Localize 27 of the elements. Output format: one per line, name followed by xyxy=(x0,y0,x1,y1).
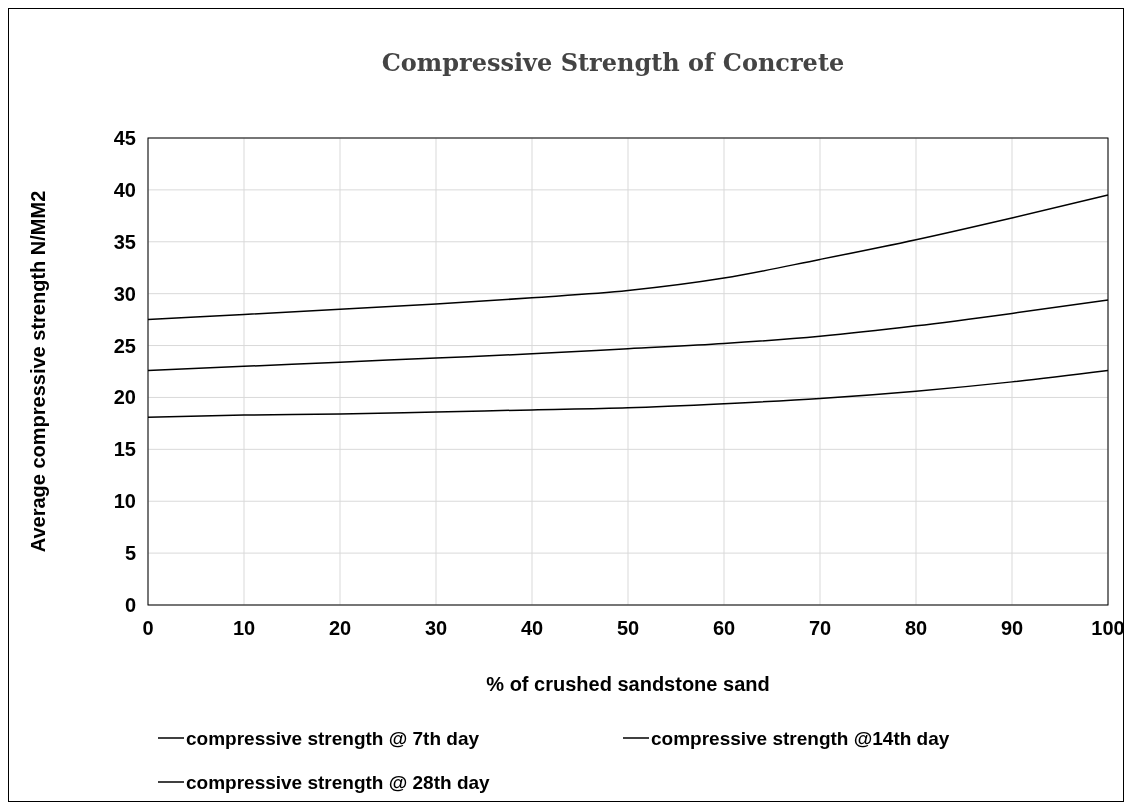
y-tick-label: 45 xyxy=(113,127,136,149)
y-tick-label: 5 xyxy=(124,542,136,565)
y-tick-label: 40 xyxy=(113,178,136,201)
x-tick-label: 70 xyxy=(808,617,832,639)
x-tick-label: 60 xyxy=(712,617,736,639)
x-tick-label: 20 xyxy=(328,617,352,639)
x-tick-label: 10 xyxy=(232,617,256,639)
x-tick-label: 100 xyxy=(1091,617,1125,639)
y-tick-label: 15 xyxy=(113,438,136,461)
x-tick-label: 30 xyxy=(424,617,448,639)
y-tick-label: 35 xyxy=(113,230,136,253)
x-tick-label: 90 xyxy=(1000,617,1024,639)
x-tick-label: 0 xyxy=(142,617,154,639)
y-tick-label: 0 xyxy=(124,594,136,616)
legend-label: compressive strength @14th day xyxy=(651,727,950,749)
y-tick-label: 20 xyxy=(113,386,136,409)
x-axis-title: % of crushed sandstone sand xyxy=(486,673,770,695)
y-tick-label: 30 xyxy=(113,282,136,305)
chart-title: Compressive Strength of Concrete xyxy=(381,48,845,77)
y-tick-label: 10 xyxy=(113,490,136,513)
x-tick-label: 40 xyxy=(520,617,544,639)
legend-label: compressive strength @ 7th day xyxy=(186,727,480,749)
x-tick-label: 80 xyxy=(904,617,928,639)
y-tick-label: 25 xyxy=(113,334,136,357)
x-tick-label: 50 xyxy=(616,617,640,639)
y-axis-title: Average compressive strength N/MM2 xyxy=(27,190,49,553)
legend-label: compressive strength @ 28th day xyxy=(186,771,491,793)
